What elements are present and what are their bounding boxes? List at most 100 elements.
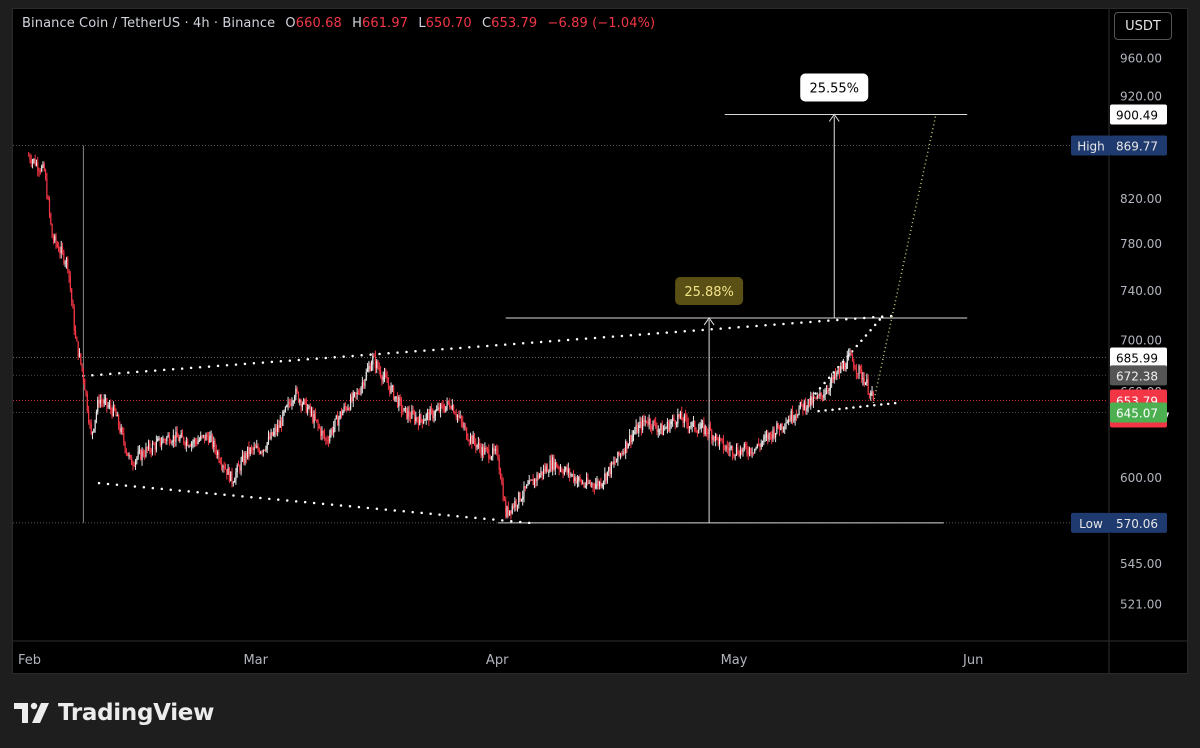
candle-body (750, 448, 752, 454)
candle-body (99, 399, 101, 404)
candle-body (167, 435, 169, 438)
candle-body (420, 414, 422, 420)
currency-button[interactable]: USDT (1114, 12, 1172, 40)
candle-body (758, 444, 760, 446)
candle-body (519, 492, 521, 501)
candle-body (189, 445, 191, 447)
candle-body (743, 443, 745, 449)
change-value: −6.89 (−1.04%) (547, 16, 656, 31)
candle-body (728, 448, 730, 451)
candle-body (415, 417, 417, 422)
candle-body (248, 446, 250, 455)
measure-label-1-bg (675, 277, 744, 306)
candle-body (151, 443, 154, 453)
candle-body (469, 435, 472, 442)
candle-body (383, 373, 386, 377)
candle-body (355, 392, 357, 395)
candle-body (395, 396, 397, 398)
candle-body (282, 411, 284, 426)
time-axis: Feb Mar Apr May Jun (18, 653, 983, 668)
candle-body (222, 466, 224, 468)
candle-body (399, 397, 401, 401)
candle-body (300, 400, 302, 407)
candle-body (424, 419, 426, 421)
candle-body (851, 354, 854, 362)
candle-body (722, 439, 725, 450)
candle-body (803, 401, 805, 410)
candle-body (725, 446, 727, 450)
candle-body (701, 422, 704, 424)
candle-body (571, 474, 573, 476)
candle-body (190, 442, 193, 447)
candle-body (510, 510, 512, 514)
candle-body (593, 486, 595, 489)
candle-body (404, 407, 406, 409)
candle-body (194, 439, 197, 442)
candle-body (585, 478, 588, 486)
candle-body (612, 462, 614, 465)
candle-body (286, 405, 288, 407)
candle-body (559, 468, 562, 470)
candle-body (515, 501, 517, 507)
candle-body (694, 421, 696, 430)
candle-body (761, 441, 764, 444)
candle-body (864, 382, 867, 385)
candle-body (409, 416, 412, 419)
candle-body (254, 447, 257, 449)
candle-body (237, 465, 240, 467)
candle-body (129, 455, 131, 458)
candle-body (855, 369, 858, 374)
candle-body (307, 408, 309, 413)
candle-body (283, 411, 285, 413)
candle-body (171, 442, 173, 444)
candle-body (868, 393, 871, 396)
candle-body (529, 480, 532, 482)
candle-body (417, 420, 420, 426)
candle-body (759, 445, 761, 447)
candle-body (861, 369, 863, 380)
candle-body (683, 415, 685, 423)
candle-body (511, 505, 513, 514)
candle-body (827, 390, 829, 392)
candle-body (789, 419, 791, 422)
candle-body (485, 448, 487, 450)
candle-body (142, 450, 144, 456)
candle-body (524, 486, 526, 489)
candle-body (425, 414, 427, 420)
candle-body (430, 408, 433, 410)
candle-body (433, 416, 435, 419)
candle-body (346, 407, 348, 410)
candle-body (746, 447, 748, 453)
candle-body (377, 361, 379, 369)
candle-body (432, 409, 434, 419)
candle-body (558, 467, 560, 470)
candle-body (628, 435, 631, 444)
candle-body (685, 415, 687, 417)
candle-body (642, 419, 644, 430)
candle-body (352, 393, 354, 401)
candle-body (655, 421, 657, 428)
candle-body (460, 416, 463, 422)
tradingview-branding[interactable]: TradingView (14, 696, 214, 730)
candle-body (846, 356, 848, 369)
candle-body (204, 435, 206, 441)
candle-body (91, 431, 94, 434)
candle-body (443, 409, 446, 412)
candle-body (188, 445, 190, 447)
candle-body (211, 435, 214, 447)
candle-body (81, 363, 83, 370)
candle-body (489, 458, 491, 460)
candle-body (197, 440, 199, 444)
candle-body (163, 438, 165, 441)
candle-body (815, 397, 817, 399)
candle-body (44, 170, 47, 179)
candle-body (34, 158, 36, 166)
candle-body (301, 404, 303, 407)
candle-body (498, 458, 500, 470)
candle-body (252, 448, 254, 450)
candle-body (707, 432, 709, 435)
prev-level-price-label (1110, 365, 1167, 386)
candle-body (103, 399, 105, 404)
candle-body (774, 432, 777, 438)
